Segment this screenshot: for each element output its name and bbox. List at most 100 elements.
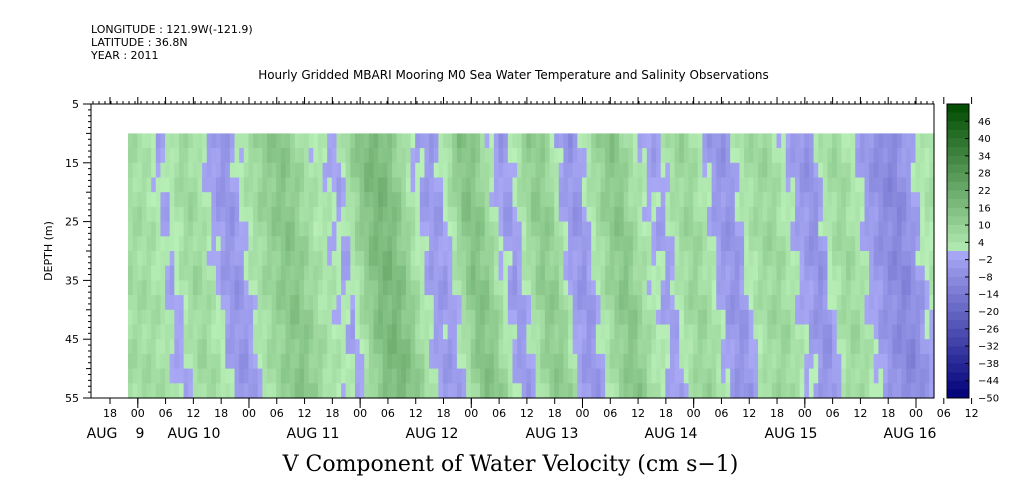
heatmap-cell bbox=[415, 133, 421, 149]
heatmap-cell bbox=[396, 280, 402, 296]
heatmap-cell bbox=[396, 162, 402, 179]
heatmap-cell bbox=[915, 221, 921, 237]
heatmap-cell bbox=[716, 339, 722, 355]
heatmap-cell bbox=[304, 280, 310, 296]
heatmap-cell bbox=[317, 221, 324, 237]
heatmap-cell bbox=[656, 383, 662, 399]
heatmap-cell bbox=[572, 265, 578, 281]
heatmap-cell bbox=[405, 295, 412, 311]
heatmap-cell bbox=[873, 192, 880, 208]
heatmap-cell bbox=[392, 192, 398, 208]
heatmap-cell bbox=[507, 368, 514, 384]
heatmap-cell bbox=[178, 148, 185, 164]
heatmap-cell bbox=[132, 221, 138, 237]
heatmap-cell bbox=[211, 265, 217, 281]
heatmap-cell bbox=[785, 265, 791, 281]
heatmap-cell bbox=[128, 383, 134, 399]
heatmap-cell bbox=[280, 295, 287, 311]
heatmap-cell bbox=[438, 295, 444, 311]
heatmap-cell bbox=[577, 295, 583, 311]
heatmap-cell bbox=[790, 309, 796, 326]
heatmap-cell bbox=[540, 177, 546, 193]
heatmap-cell bbox=[887, 295, 893, 311]
heatmap-cell bbox=[466, 133, 472, 149]
heatmap-cell bbox=[883, 192, 889, 208]
heatmap-cell bbox=[563, 177, 569, 193]
heatmap-cell bbox=[475, 339, 481, 355]
heatmap-cell bbox=[211, 192, 217, 208]
heatmap-cell bbox=[924, 221, 930, 237]
heatmap-cell bbox=[280, 177, 287, 193]
heatmap-cell bbox=[804, 353, 810, 370]
heatmap-cell bbox=[646, 265, 653, 281]
heatmap-cell bbox=[637, 353, 643, 370]
heatmap-cell bbox=[382, 309, 388, 326]
heatmap-cell bbox=[512, 383, 518, 399]
heatmap-cell bbox=[498, 353, 504, 370]
heatmap-cell bbox=[720, 177, 727, 193]
heatmap-cell bbox=[605, 251, 611, 267]
x-date-label: AUG 12 bbox=[406, 426, 459, 442]
heatmap-cell bbox=[920, 148, 926, 164]
heatmap-cell bbox=[683, 339, 690, 355]
heatmap-cell bbox=[730, 148, 736, 164]
heatmap-cell bbox=[456, 339, 463, 355]
heatmap-cell bbox=[415, 221, 421, 237]
heatmap-cell bbox=[544, 280, 551, 296]
heatmap-cell bbox=[623, 339, 629, 355]
heatmap-cell bbox=[202, 206, 208, 223]
latitude-label: LATITUDE : 36.8N bbox=[91, 36, 188, 49]
heatmap-cell bbox=[665, 295, 671, 311]
heatmap-cell bbox=[480, 280, 486, 296]
heatmap-cell bbox=[359, 295, 365, 311]
heatmap-cell bbox=[614, 339, 620, 355]
heatmap-cell bbox=[327, 177, 333, 193]
heatmap-cell bbox=[683, 236, 690, 252]
heatmap-cell bbox=[679, 383, 685, 399]
heatmap-cell bbox=[748, 265, 754, 281]
heatmap-cell bbox=[299, 383, 305, 399]
heatmap-cell bbox=[197, 280, 203, 296]
heatmap-cell bbox=[790, 265, 796, 281]
heatmap-cell bbox=[586, 162, 592, 179]
heatmap-cell bbox=[216, 177, 222, 193]
heatmap-cell bbox=[368, 368, 375, 384]
heatmap-cell bbox=[892, 251, 898, 267]
heatmap-cell bbox=[540, 148, 546, 164]
heatmap-cell bbox=[707, 339, 713, 355]
heatmap-cell bbox=[183, 339, 189, 355]
heatmap-cell bbox=[790, 221, 796, 237]
heatmap-cell bbox=[419, 206, 426, 223]
x-hour-label: 12 bbox=[409, 407, 423, 420]
heatmap-cell bbox=[146, 339, 152, 355]
heatmap-cell bbox=[591, 251, 597, 267]
heatmap-cell bbox=[396, 265, 402, 281]
heatmap-cell bbox=[507, 383, 514, 399]
heatmap-cell bbox=[216, 368, 222, 384]
heatmap-cell bbox=[364, 133, 370, 149]
heatmap-cell bbox=[901, 133, 907, 149]
heatmap-cell bbox=[373, 295, 379, 311]
heatmap-cell bbox=[623, 353, 629, 370]
heatmap-cell bbox=[586, 133, 592, 149]
heatmap-cell bbox=[711, 177, 717, 193]
heatmap-cell bbox=[568, 148, 574, 164]
heatmap-cell bbox=[841, 236, 847, 252]
heatmap-cell bbox=[531, 368, 537, 384]
heatmap-cell bbox=[489, 206, 495, 223]
heatmap-cell bbox=[331, 280, 338, 296]
heatmap-cell bbox=[466, 339, 472, 355]
heatmap-cell bbox=[762, 133, 768, 149]
heatmap-cell bbox=[248, 162, 254, 179]
heatmap-cell bbox=[869, 192, 875, 208]
heatmap-cell bbox=[364, 162, 370, 179]
heatmap-cell bbox=[767, 192, 773, 208]
heatmap-cell bbox=[892, 221, 898, 237]
heatmap-cell bbox=[345, 339, 351, 355]
heatmap-cell bbox=[813, 221, 819, 237]
heatmap-cell bbox=[503, 177, 509, 193]
heatmap-cell bbox=[711, 236, 717, 252]
heatmap-cell bbox=[906, 295, 912, 311]
heatmap-cell bbox=[151, 162, 157, 179]
heatmap-cell bbox=[614, 192, 620, 208]
